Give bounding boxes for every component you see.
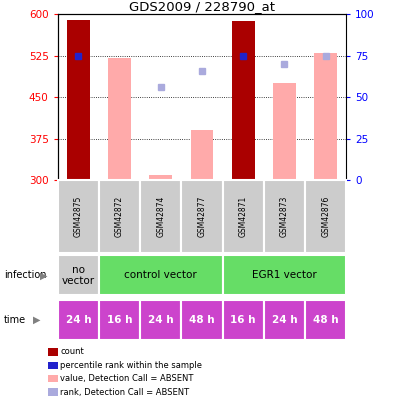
Bar <box>232 21 255 180</box>
Text: 48 h: 48 h <box>189 315 215 325</box>
FancyBboxPatch shape <box>99 180 140 253</box>
Text: percentile rank within the sample: percentile rank within the sample <box>60 361 203 370</box>
Text: 16 h: 16 h <box>230 315 256 325</box>
Text: GSM42873: GSM42873 <box>280 196 289 237</box>
FancyBboxPatch shape <box>58 256 99 296</box>
FancyBboxPatch shape <box>181 180 222 253</box>
Text: ▶: ▶ <box>33 315 40 325</box>
Bar <box>67 20 90 180</box>
Text: 16 h: 16 h <box>107 315 132 325</box>
Text: rank, Detection Call = ABSENT: rank, Detection Call = ABSENT <box>60 388 189 396</box>
Text: GSM42876: GSM42876 <box>321 196 330 237</box>
FancyBboxPatch shape <box>181 300 222 340</box>
Text: 48 h: 48 h <box>313 315 338 325</box>
Text: GSM42877: GSM42877 <box>197 196 207 237</box>
Bar <box>273 83 296 180</box>
FancyBboxPatch shape <box>99 256 222 296</box>
FancyBboxPatch shape <box>222 180 264 253</box>
Text: no
vector: no vector <box>62 264 95 286</box>
FancyBboxPatch shape <box>264 300 305 340</box>
FancyBboxPatch shape <box>305 180 346 253</box>
FancyBboxPatch shape <box>222 300 264 340</box>
FancyBboxPatch shape <box>58 300 99 340</box>
FancyBboxPatch shape <box>222 256 346 296</box>
Bar <box>191 130 213 180</box>
Text: ▶: ▶ <box>40 271 47 280</box>
Bar <box>108 58 131 180</box>
FancyBboxPatch shape <box>140 300 181 340</box>
Bar <box>149 175 172 180</box>
Text: time: time <box>4 315 26 325</box>
Text: 24 h: 24 h <box>271 315 297 325</box>
FancyBboxPatch shape <box>264 180 305 253</box>
Text: infection: infection <box>4 271 47 280</box>
Text: GSM42871: GSM42871 <box>239 196 248 237</box>
Text: control vector: control vector <box>125 271 197 280</box>
FancyBboxPatch shape <box>140 180 181 253</box>
Title: GDS2009 / 228790_at: GDS2009 / 228790_at <box>129 0 275 13</box>
Text: EGR1 vector: EGR1 vector <box>252 271 317 280</box>
Text: value, Detection Call = ABSENT: value, Detection Call = ABSENT <box>60 374 194 383</box>
FancyBboxPatch shape <box>305 300 346 340</box>
Text: 24 h: 24 h <box>66 315 91 325</box>
Text: GSM42874: GSM42874 <box>156 196 165 237</box>
Bar <box>314 53 337 180</box>
Text: GSM42875: GSM42875 <box>74 196 83 237</box>
Text: 24 h: 24 h <box>148 315 174 325</box>
Text: count: count <box>60 347 84 356</box>
FancyBboxPatch shape <box>58 180 99 253</box>
Text: GSM42872: GSM42872 <box>115 196 124 237</box>
FancyBboxPatch shape <box>99 300 140 340</box>
